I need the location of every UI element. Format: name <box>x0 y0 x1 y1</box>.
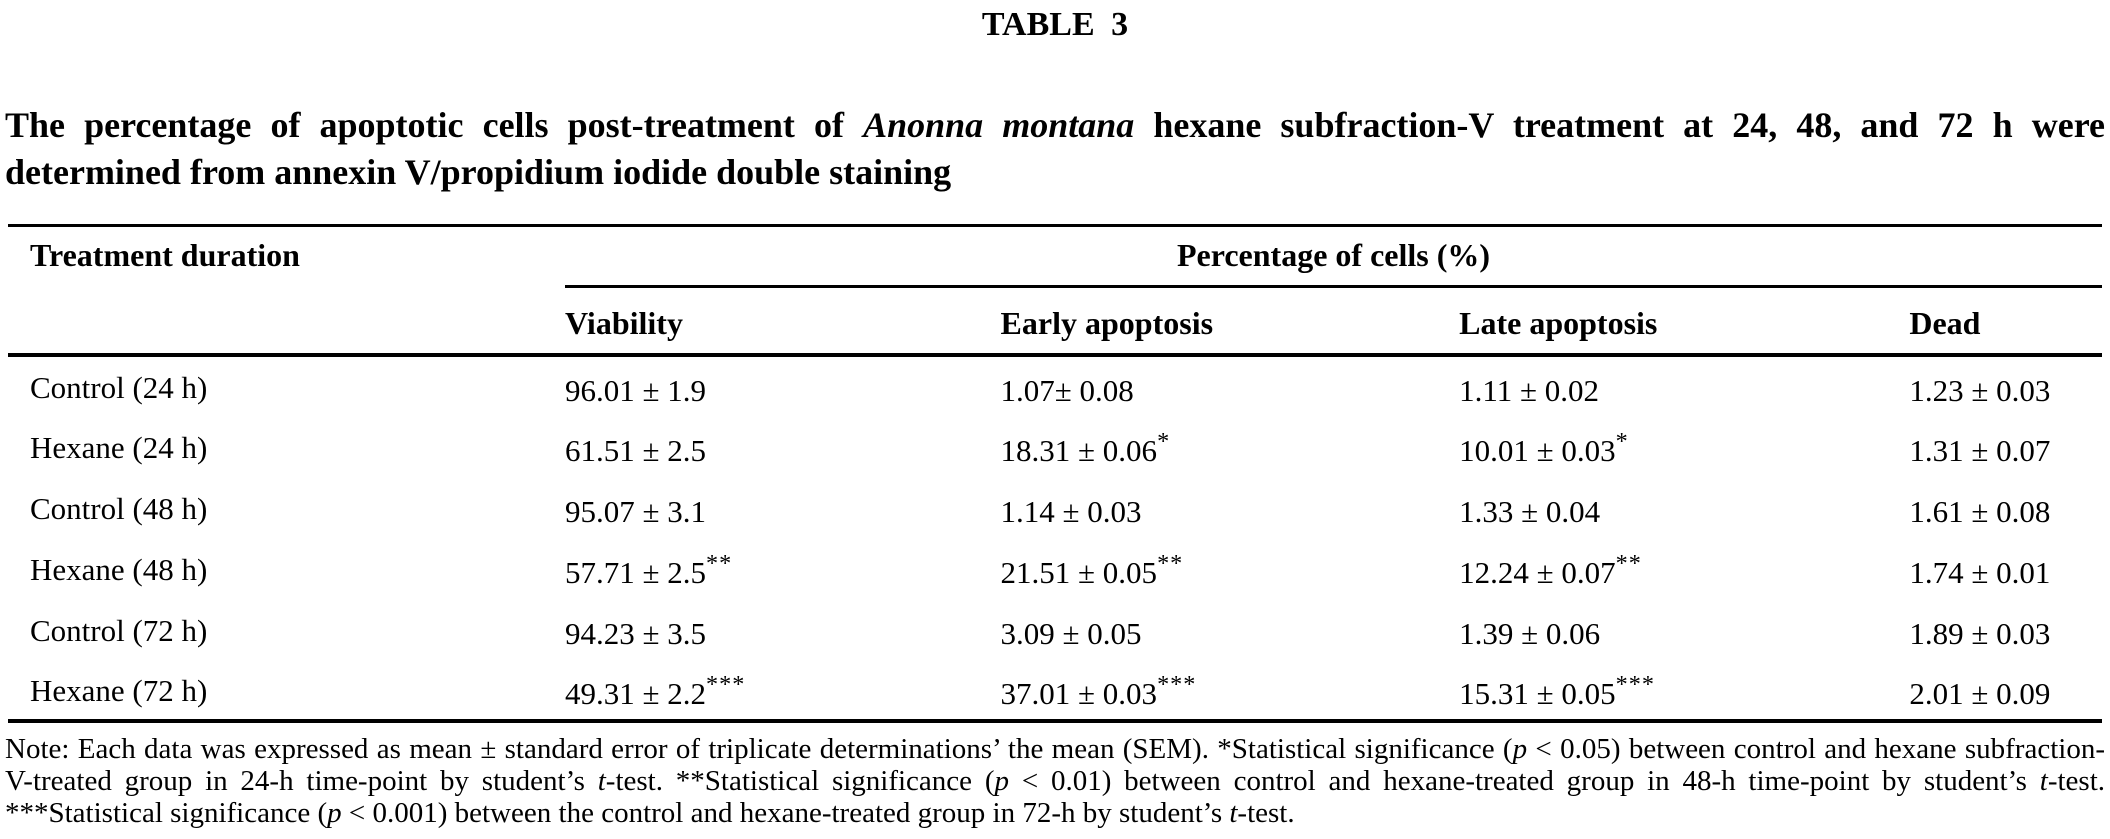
significance-marker: *** <box>1157 670 1197 698</box>
cell-late-apoptosis: 10.01 ± 0.03* <box>1459 416 1909 477</box>
cell-viability: 96.01 ± 1.9 <box>565 355 1001 416</box>
cell-treatment: Control (72 h) <box>30 613 208 648</box>
table-caption: The percentage of apoptotic cells post-t… <box>5 102 2105 196</box>
cell-viability: 61.51 ± 2.5 <box>565 416 1001 477</box>
cell-late-apoptosis: 12.24 ± 0.07** <box>1459 538 1909 599</box>
cell-value: 1.07± 0.08 <box>1000 372 1134 408</box>
significance-marker: ** <box>706 549 733 577</box>
cell-treatment: Hexane (72 h) <box>8 659 565 723</box>
cell-value: 10.01 ± 0.03 <box>1459 432 1616 468</box>
cell-dead: 1.23 ± 0.03 <box>1909 355 2102 416</box>
caption-species-name: Anonna montana <box>863 105 1135 145</box>
header-row-sub: Viability Early apoptosis Late apoptosis… <box>8 286 2102 357</box>
cell-value: 96.01 ± 1.9 <box>565 372 707 408</box>
caption-line-1: The percentage of apoptotic cells post-t… <box>5 102 2105 149</box>
cell-viability: 95.07 ± 3.1 <box>565 477 1001 538</box>
caption-line-2: determined from annexin V/propidium iodi… <box>5 152 952 192</box>
significance-marker: ** <box>1157 549 1184 577</box>
cell-viability: 94.23 ± 3.5 <box>565 599 1001 660</box>
significance-marker: *** <box>1615 670 1655 698</box>
cell-early-apoptosis: 37.01 ± 0.03*** <box>1000 659 1460 723</box>
caption-text-post: hexane subfraction-V treatment at 24, 48… <box>1134 105 2105 145</box>
cell-value: 18.31 ± 0.06 <box>1000 432 1158 468</box>
header-early-apoptosis: Early apoptosis <box>1000 286 1460 357</box>
cell-value: 1.74 ± 0.01 <box>1909 554 2051 590</box>
header-row-group: Treatment duration Percentage of cells (… <box>8 225 2102 357</box>
significance-marker: *** <box>706 670 746 698</box>
cell-value: 1.23 ± 0.03 <box>1909 372 2051 408</box>
cell-value: 95.07 ± 3.1 <box>565 493 707 529</box>
cell-late-apoptosis: 1.33 ± 0.04 <box>1459 477 1909 538</box>
page-title: TABLE 3 <box>981 6 1129 43</box>
header-treatment-duration: Treatment duration <box>8 225 565 357</box>
significance-marker: * <box>1157 427 1171 455</box>
table-row: Control (48 h) 95.07 ± 3.1 1.14 ± 0.03 1… <box>8 477 2102 538</box>
table-row: Hexane (24 h) 61.51 ± 2.5 18.31 ± 0.06* … <box>8 416 2102 477</box>
cell-value: 37.01 ± 0.03 <box>1000 675 1158 711</box>
table-footnote: Note: Each data was expressed as mean ± … <box>5 733 2106 829</box>
cell-value: 1.89 ± 0.03 <box>1909 615 2051 651</box>
cell-late-apoptosis: 15.31 ± 0.05*** <box>1459 659 1910 723</box>
table-row: Control (72 h) 94.23 ± 3.5 3.09 ± 0.05 1… <box>8 599 2102 660</box>
cell-treatment: Control (24 h) <box>30 370 208 405</box>
cell-treatment: Hexane (24 h) <box>30 430 208 465</box>
cell-value: 1.14 ± 0.03 <box>1000 493 1142 529</box>
table-container: Treatment duration Percentage of cells (… <box>8 224 2102 723</box>
cell-late-apoptosis: 1.11 ± 0.02 <box>1459 355 1909 416</box>
caption-text-pre: The percentage of apoptotic cells post-t… <box>5 105 864 145</box>
cell-dead: 1.74 ± 0.01 <box>1909 538 2102 599</box>
cell-early-apoptosis: 21.51 ± 0.05** <box>1001 538 1460 599</box>
cell-value: 1.61 ± 0.08 <box>1909 493 2051 529</box>
cell-dead: 1.31 ± 0.07 <box>1909 416 2102 477</box>
cell-value: 1.11 ± 0.02 <box>1459 372 1599 408</box>
cell-value: 12.24 ± 0.07 <box>1459 554 1616 590</box>
cell-value: 1.39 ± 0.06 <box>1459 615 1601 651</box>
cell-value: 49.31 ± 2.2 <box>565 675 707 711</box>
cell-viability: 57.71 ± 2.5** <box>565 538 1001 599</box>
cell-value: 3.09 ± 0.05 <box>1000 615 1142 651</box>
cell-value: 1.31 ± 0.07 <box>1909 432 2051 468</box>
cell-viability: 49.31 ± 2.2*** <box>565 659 1001 723</box>
cell-early-apoptosis: 3.09 ± 0.05 <box>1001 599 1460 660</box>
cell-value: 61.51 ± 2.5 <box>565 432 707 468</box>
cell-value: 94.23 ± 3.5 <box>565 615 707 651</box>
cell-dead: 2.01 ± 0.09 <box>1909 659 2102 723</box>
header-dead: Dead <box>1909 286 2102 357</box>
header-percentage-span: Percentage of cells (%) <box>565 225 2102 288</box>
significance-marker: ** <box>1615 549 1642 577</box>
cell-value: 2.01 ± 0.09 <box>1909 675 2051 711</box>
table-row: Hexane (72 h) 49.31 ± 2.2*** 37.01 ± 0.0… <box>8 659 2102 723</box>
cell-dead: 1.89 ± 0.03 <box>1909 599 2102 660</box>
significance-marker: * <box>1615 427 1629 455</box>
header-late-apoptosis: Late apoptosis <box>1459 286 1910 357</box>
cell-value: 1.33 ± 0.04 <box>1459 493 1601 529</box>
cell-late-apoptosis: 1.39 ± 0.06 <box>1459 599 1909 660</box>
cell-treatment: Hexane (48 h) <box>30 552 208 587</box>
cell-treatment: Control (48 h) <box>30 491 208 526</box>
cell-value: 15.31 ± 0.05 <box>1459 675 1616 711</box>
cell-early-apoptosis: 1.07± 0.08 <box>1001 355 1460 416</box>
table-row: Hexane (48 h) 57.71 ± 2.5** 21.51 ± 0.05… <box>8 538 2102 599</box>
data-table: Treatment duration Percentage of cells (… <box>8 224 2102 723</box>
cell-value: 21.51 ± 0.05 <box>1000 554 1158 590</box>
cell-dead: 1.61 ± 0.08 <box>1909 477 2102 538</box>
header-viability: Viability <box>565 286 1001 357</box>
table-row: Control (24 h) 96.01 ± 1.9 1.07± 0.08 1.… <box>8 355 2102 416</box>
cell-early-apoptosis: 18.31 ± 0.06* <box>1001 416 1460 477</box>
cell-early-apoptosis: 1.14 ± 0.03 <box>1001 477 1460 538</box>
cell-value: 57.71 ± 2.5 <box>565 554 707 590</box>
